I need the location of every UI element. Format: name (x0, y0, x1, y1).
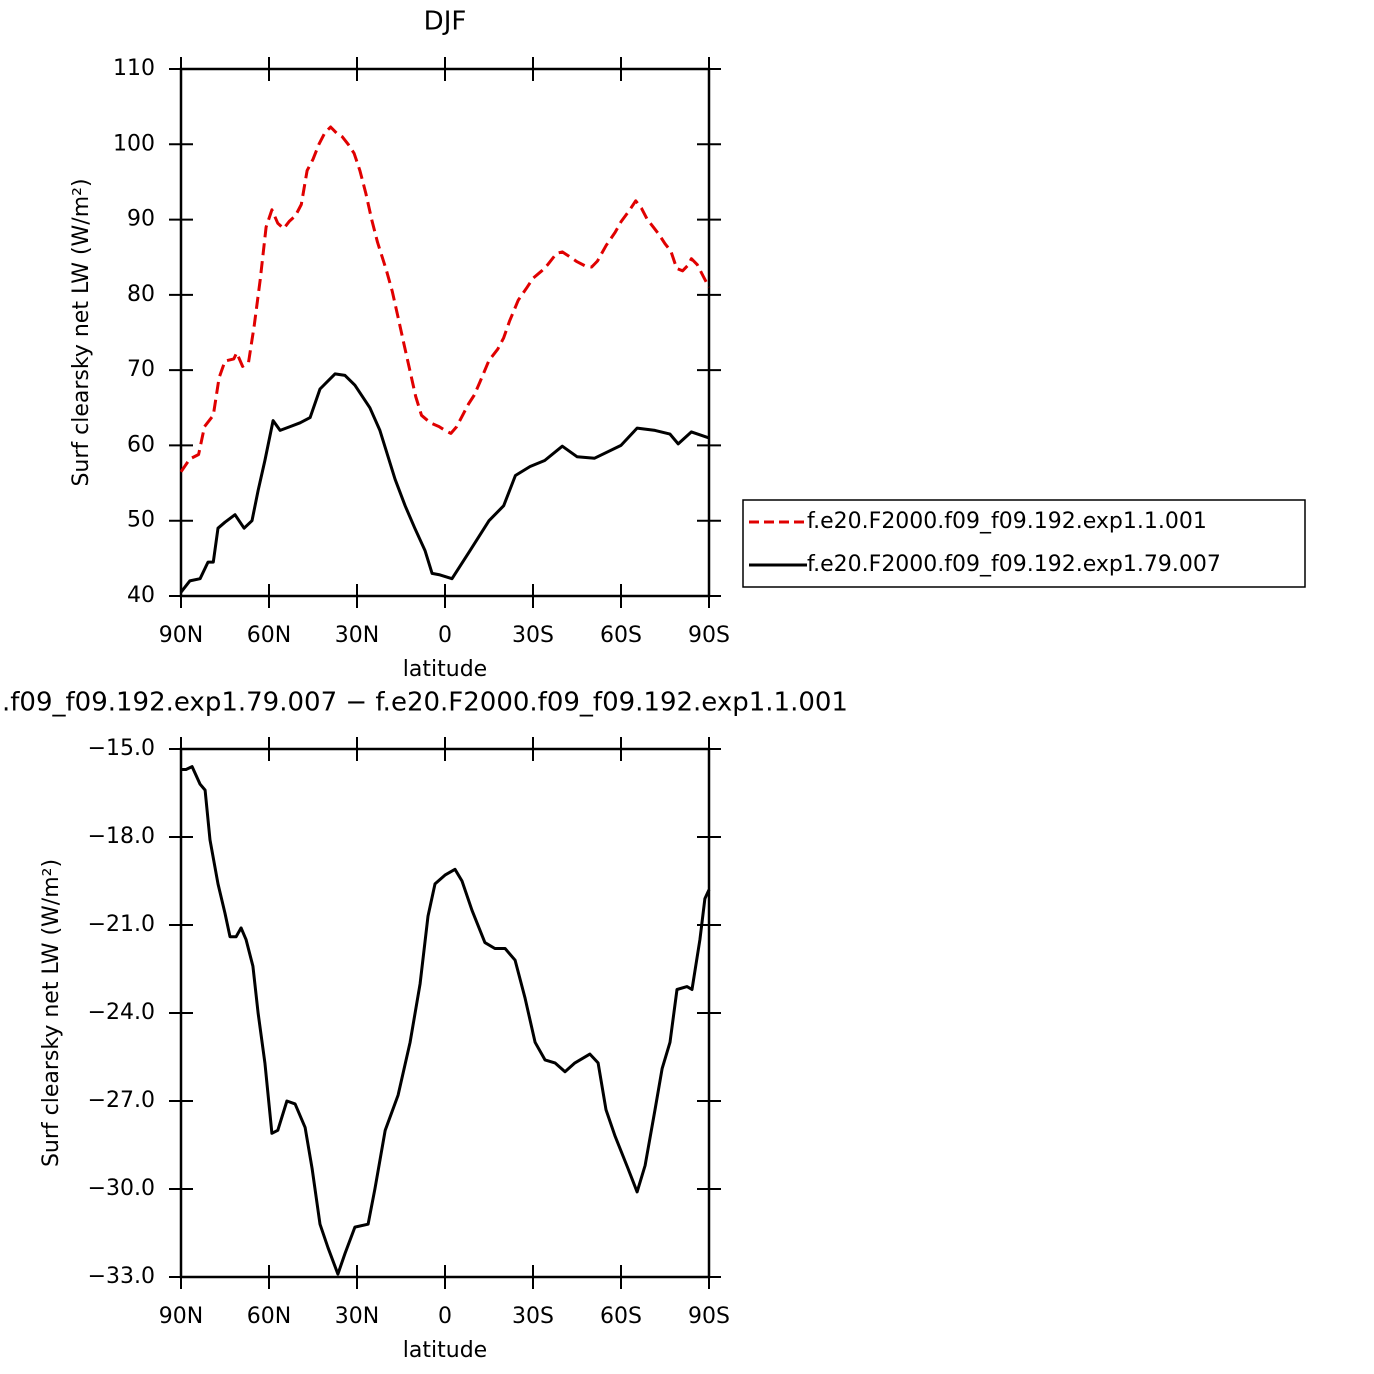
x-tick-label: 30S (512, 623, 554, 648)
plot-frame (179, 747, 711, 1279)
y-tick-label: 40 (127, 583, 155, 608)
y-tick-label: 110 (113, 56, 155, 81)
x-tick-label: 60S (600, 1304, 642, 1329)
x-tick-label: 0 (438, 1304, 452, 1329)
legend-label: f.e20.F2000.f09_f09.192.exp1.79.007 (807, 552, 1221, 577)
y-tick-label: −27.0 (88, 1088, 155, 1113)
x-tick-label: 90N (159, 623, 203, 648)
x-tick-label: 90S (688, 623, 730, 648)
y-tick-label: 90 (127, 207, 155, 232)
x-tick-label: 60N (247, 623, 291, 648)
x-tick-label: 90N (159, 1304, 203, 1329)
y-axis-label: Surf clearsky net LW (W/m²) (69, 178, 94, 486)
x-tick-label: 30N (335, 623, 379, 648)
x-tick-label: 90S (688, 1304, 730, 1329)
y-tick-label: −15.0 (88, 736, 155, 761)
y-tick-label: 100 (113, 131, 155, 156)
y-tick-label: 70 (127, 357, 155, 382)
y-tick-label: −33.0 (88, 1264, 155, 1289)
chart-title: .f09_f09.192.exp1.79.007 − f.e20.F2000.f… (2, 688, 848, 718)
chart-title: DJF (424, 7, 467, 37)
data-line (179, 125, 711, 473)
y-tick-label: −24.0 (88, 1000, 155, 1025)
x-tick-label: 60S (600, 623, 642, 648)
y-tick-label: −30.0 (88, 1176, 155, 1201)
y-tick-label: 50 (127, 508, 155, 533)
x-tick-label: 0 (438, 623, 452, 648)
y-axis-label: Surf clearsky net LW (W/m²) (39, 859, 64, 1167)
x-tick-label: 30N (335, 1304, 379, 1329)
legend-box (742, 499, 1306, 588)
plot-frame (179, 67, 711, 598)
x-axis-label: latitude (403, 1338, 487, 1363)
x-tick-label: 60N (247, 1304, 291, 1329)
y-tick-label: 60 (127, 432, 155, 457)
y-tick-label: 80 (127, 282, 155, 307)
y-tick-label: −18.0 (88, 824, 155, 849)
data-line (181, 765, 711, 1276)
x-tick-label: 30S (512, 1304, 554, 1329)
legend-label: f.e20.F2000.f09_f09.192.exp1.1.001 (807, 509, 1207, 534)
data-line (179, 372, 710, 594)
y-tick-label: −21.0 (88, 912, 155, 937)
x-axis-label: latitude (403, 657, 487, 682)
